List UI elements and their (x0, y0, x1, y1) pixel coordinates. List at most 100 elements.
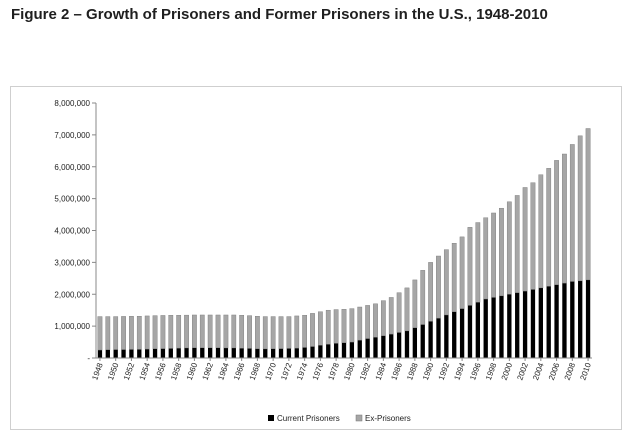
bar-current-prisoners (546, 286, 551, 358)
bar-current-prisoners (491, 297, 496, 358)
bar-ex-prisoners (105, 316, 111, 350)
bar-ex-prisoners (294, 315, 300, 349)
bar-current-prisoners (522, 291, 528, 358)
bar-ex-prisoners (436, 255, 441, 319)
bar-current-prisoners (192, 347, 197, 358)
bar-current-prisoners (105, 349, 110, 358)
x-tick-label: 1964 (216, 361, 231, 381)
x-tick-label: 1974 (295, 361, 310, 381)
bar-ex-prisoners (215, 314, 221, 348)
bar-current-prisoners (113, 349, 118, 358)
bar-current-prisoners (318, 345, 323, 358)
bar-current-prisoners (223, 347, 229, 358)
bar-ex-prisoners (443, 249, 449, 316)
bar-ex-prisoners (357, 306, 363, 341)
bar-current-prisoners (239, 348, 244, 358)
y-tick-label: 6,000,000 (54, 163, 90, 172)
bar-current-prisoners (176, 348, 181, 358)
bar-current-prisoners (294, 348, 299, 358)
bar-current-prisoners (168, 348, 173, 358)
x-tick-label: 1976 (311, 361, 326, 381)
bar-ex-prisoners (255, 316, 260, 349)
bar-current-prisoners (263, 348, 268, 358)
bar-current-prisoners (554, 284, 559, 358)
bar-ex-prisoners (129, 316, 134, 350)
bar-current-prisoners (585, 279, 591, 358)
x-tick-label: 1960 (185, 361, 200, 381)
legend-label-ex-prisoners: Ex-Prisoners (365, 414, 411, 423)
bar-current-prisoners (129, 349, 134, 358)
bar-current-prisoners (404, 330, 410, 358)
bar-ex-prisoners (286, 316, 292, 349)
bar-ex-prisoners (373, 303, 378, 338)
bar-current-prisoners (452, 311, 457, 358)
x-tick-label: 1978 (326, 361, 341, 381)
bar-current-prisoners (247, 348, 252, 358)
bar-ex-prisoners (278, 316, 284, 349)
bar-ex-prisoners (585, 128, 591, 281)
bar-current-prisoners (215, 347, 221, 358)
bar-ex-prisoners (420, 270, 426, 325)
bar-current-prisoners (444, 314, 449, 358)
bar-ex-prisoners (428, 262, 433, 322)
bar-current-prisoners (231, 347, 236, 358)
x-tick-label: 1972 (279, 361, 294, 381)
bar-ex-prisoners (499, 207, 504, 297)
chart-frame (10, 86, 622, 430)
bar-current-prisoners (137, 349, 142, 358)
x-tick-label: 1982 (358, 361, 373, 381)
bar-ex-prisoners (113, 316, 119, 350)
bar-ex-prisoners (192, 314, 197, 348)
x-tick-label: 1984 (374, 361, 389, 381)
bar-ex-prisoners (381, 300, 386, 336)
x-tick-label: 1992 (437, 361, 452, 381)
bar-current-prisoners (396, 332, 402, 358)
bar-current-prisoners (145, 349, 150, 358)
legend: Current Prisoners Ex-Prisoners (268, 414, 411, 423)
bar-current-prisoners (160, 348, 166, 358)
x-tick-label: 2004 (531, 361, 546, 381)
bar-current-prisoners (515, 292, 520, 358)
x-tick-label: 2006 (547, 361, 562, 381)
bar-ex-prisoners (144, 315, 150, 350)
x-tick-label: 1968 (248, 361, 263, 381)
bar-ex-prisoners (97, 316, 103, 351)
bar-current-prisoners (507, 294, 512, 358)
bar-current-prisoners (538, 287, 543, 358)
y-tick-label: 7,000,000 (54, 131, 90, 140)
x-tick-label: 2000 (500, 361, 515, 381)
bar-ex-prisoners (506, 201, 512, 295)
bar-current-prisoners (570, 281, 575, 358)
bar-ex-prisoners (451, 243, 457, 312)
x-tick-label: 1996 (468, 361, 483, 381)
bar-current-prisoners (381, 335, 386, 358)
bar-current-prisoners (467, 305, 473, 358)
bar-current-prisoners (286, 348, 292, 358)
x-tick-label: 1970 (263, 361, 278, 381)
x-axis: 1948 1950 1952 1954 1956 1958 1960 1962 1964 1966… (90, 357, 593, 381)
x-tick-label: 1948 (90, 361, 105, 381)
bar-ex-prisoners (318, 311, 323, 346)
bar-current-prisoners (578, 280, 583, 358)
legend-label-current-prisoners: Current Prisoners (277, 414, 340, 423)
bar-ex-prisoners (483, 217, 489, 300)
y-axis: - 1,000,000 2,000,000 3,000,000 4,000,000 5,0… (54, 99, 97, 363)
bar-current-prisoners (310, 346, 315, 358)
bar-ex-prisoners (546, 168, 552, 287)
x-tick-label: 1990 (421, 361, 436, 381)
y-tick-label: 4,000,000 (54, 227, 90, 236)
x-tick-label: 1986 (389, 361, 404, 381)
bar-ex-prisoners (530, 182, 536, 290)
y-tick-label: - (87, 354, 90, 363)
bar-ex-prisoners (522, 187, 528, 292)
bar-current-prisoners (483, 299, 488, 358)
bar-ex-prisoners (302, 315, 308, 348)
bar-ex-prisoners (333, 309, 339, 344)
bar-current-prisoners (530, 289, 536, 358)
y-tick-label: 5,000,000 (54, 195, 90, 204)
bar-ex-prisoners (223, 314, 229, 349)
bar-ex-prisoners (491, 212, 496, 298)
bar-ex-prisoners (207, 314, 213, 348)
bar-ex-prisoners (562, 153, 567, 284)
bar-ex-prisoners (467, 227, 473, 306)
